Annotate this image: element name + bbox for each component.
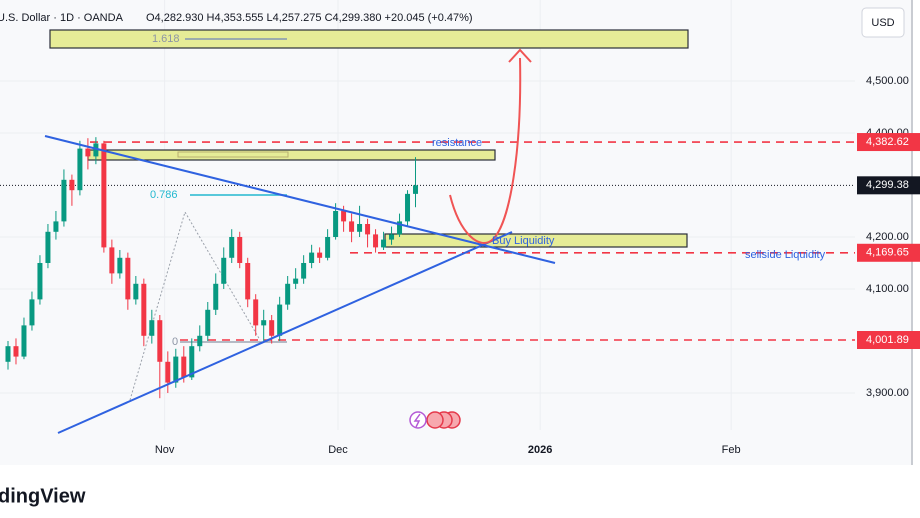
candle-body (181, 356, 187, 378)
price-tag (857, 331, 920, 350)
candle-body (85, 148, 91, 157)
candle-body (301, 262, 307, 279)
candle-body (285, 283, 291, 305)
currency-button[interactable] (861, 7, 905, 38)
ohlc: O4,282.930 H4,353.555 L4,257.275 C4,299.… (146, 12, 473, 24)
candle-body (389, 234, 395, 240)
candle-body (173, 356, 179, 383)
candle-body (197, 335, 203, 347)
chart-pane (0, 0, 912, 465)
candle-body (117, 257, 123, 274)
candle-body (237, 236, 243, 263)
candle-body (317, 252, 323, 258)
candle-body (21, 325, 27, 357)
candle-body (53, 221, 59, 232)
candle-body (101, 143, 107, 248)
axes: 3,900.004,100.004,200.004,400.004,500.00… (155, 75, 920, 456)
resistance-zone (87, 149, 496, 161)
candle-body (125, 257, 131, 300)
candle-body (93, 143, 99, 157)
price-tag (857, 176, 920, 195)
candle-body (333, 210, 339, 237)
trendline (44, 135, 556, 264)
candle-body (133, 283, 139, 300)
x-tick-label: Feb (722, 444, 741, 456)
y-tick-label: 4,200.00 (866, 231, 909, 243)
projection-arrow (449, 57, 522, 244)
price-tag-label: 4,299.38 (866, 179, 909, 191)
candles (5, 137, 419, 399)
candle-body (157, 320, 163, 362)
annotation: sellside Liquidity (745, 249, 826, 261)
candle-body (341, 210, 347, 222)
arrow-head (508, 48, 532, 63)
price-tag-label: 4,169.65 (866, 247, 909, 259)
event-icons (409, 411, 461, 429)
candle-body (165, 361, 171, 383)
candle-body (325, 236, 331, 258)
candle-body (269, 320, 275, 336)
x-tick-label: Dec (328, 444, 348, 456)
y-tick-label: 4,500.00 (866, 75, 909, 87)
candle-body (245, 262, 251, 300)
candle-body (397, 221, 403, 235)
fib-label: 0.786 (150, 189, 178, 201)
candle-body (365, 223, 371, 235)
candle-body (261, 320, 267, 326)
y-tick-label: 3,900.00 (866, 387, 909, 399)
candle-body (221, 257, 227, 284)
brand: dingView (0, 485, 86, 507)
currency-label: USD (871, 17, 894, 29)
levels (0, 141, 855, 341)
candle-body (149, 320, 155, 336)
candle-body (61, 179, 67, 222)
candle-body (189, 346, 195, 378)
fib-label: 1.618 (152, 33, 180, 45)
candle-body (13, 346, 19, 357)
candle-body (277, 304, 283, 336)
candle-body (37, 262, 43, 300)
candle-body (381, 239, 387, 248)
x-tick-label: 2026 (528, 444, 552, 456)
candle-body (45, 231, 51, 263)
fib-zone (49, 29, 689, 49)
candle-body (229, 236, 235, 258)
candle-body (293, 278, 299, 284)
candle-body (69, 179, 75, 191)
candle-body (413, 185, 419, 194)
fib-path (129, 210, 261, 401)
price-tag (857, 133, 920, 152)
candle-body (109, 247, 115, 274)
candle-body (29, 299, 35, 326)
y-tick-label: 4,100.00 (866, 283, 909, 295)
candle-body (373, 234, 379, 248)
candle-body (141, 283, 147, 336)
zone-inner (177, 151, 289, 158)
candle-body (205, 309, 211, 336)
annotation: resistance (432, 137, 482, 149)
candle-body (213, 283, 219, 310)
price-tag-label: 4,382.62 (866, 136, 909, 148)
candle-body (77, 148, 83, 191)
x-tick-label: Nov (155, 444, 175, 456)
candle-body (253, 299, 259, 326)
price-tag (857, 243, 920, 262)
trendline (57, 231, 513, 434)
candle-body (5, 346, 11, 362)
annotation: Buy Liquidity (492, 235, 555, 247)
fib-label: 0 (172, 336, 178, 348)
candle-body (405, 193, 411, 222)
symbol: U.S. Dollar · 1D · OANDA (0, 12, 124, 24)
candle-body (309, 252, 315, 263)
candle-body (349, 221, 355, 232)
candle-body (357, 223, 363, 232)
price-tag-label: 4,001.89 (866, 334, 909, 346)
